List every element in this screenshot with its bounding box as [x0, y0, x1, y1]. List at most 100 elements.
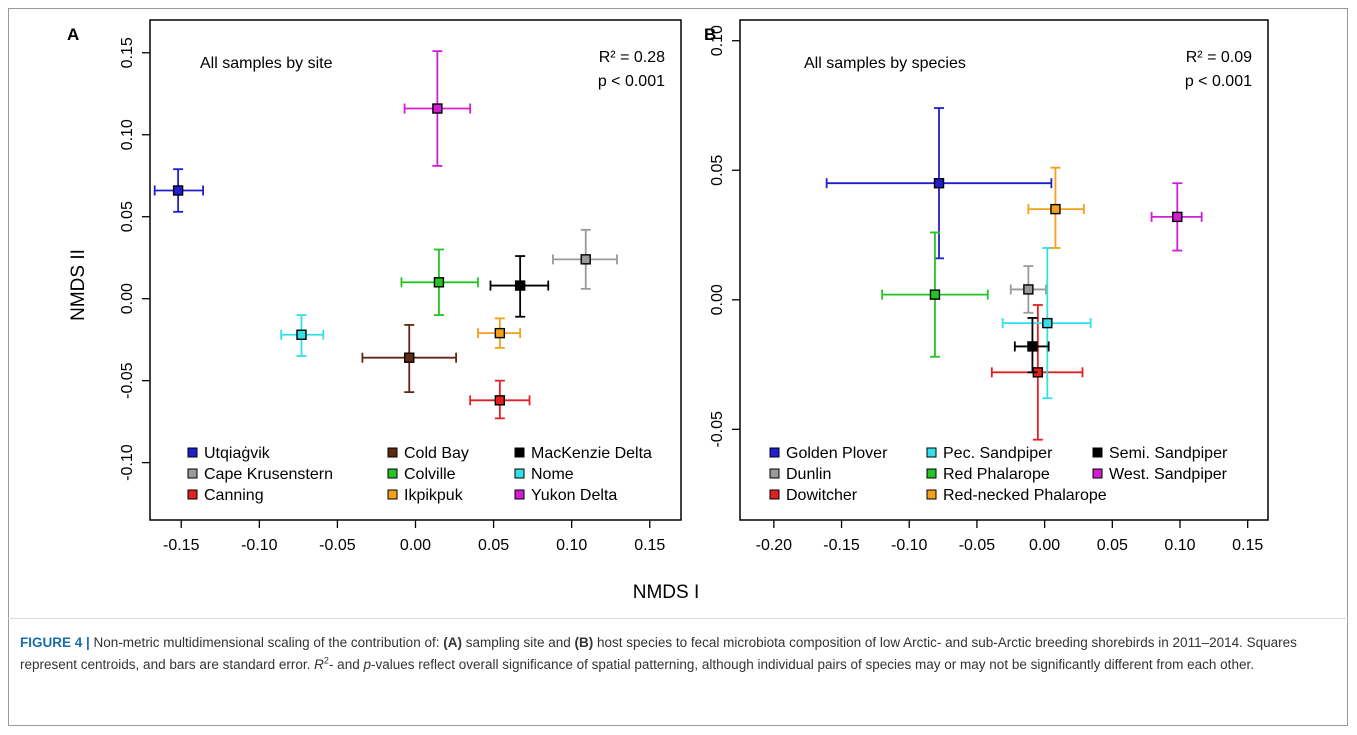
legend-swatch	[1092, 468, 1103, 479]
x-tick-label: 0.15	[1232, 537, 1263, 554]
centroid-point	[514, 280, 526, 291]
x-tick-label: 0.10	[556, 537, 587, 554]
legend-label: Utqiaġvik	[204, 445, 271, 462]
legend-label: Nome	[531, 466, 574, 483]
x-tick-label: 0.10	[1164, 537, 1195, 554]
y-tick-label: 0.05	[709, 155, 726, 186]
centroid-point	[433, 277, 445, 288]
centroid-point	[929, 289, 941, 300]
caption-text-3: host species to fecal microbiota composi…	[20, 635, 1297, 672]
legend-label: Ikpikpuk	[404, 487, 464, 504]
legend-swatch	[514, 489, 525, 500]
y-tick-label: 0.05	[119, 201, 136, 232]
centroid-point	[296, 329, 307, 340]
x-tick-label: 0.00	[1029, 537, 1060, 554]
legend-label: Yukon Delta	[531, 487, 617, 504]
caption-r-symbol: R	[314, 657, 324, 672]
panel-subtitle: All samples by species	[804, 55, 966, 72]
centroid-point	[494, 395, 506, 406]
x-tick-label: 0.15	[634, 537, 665, 554]
legend-label: Colville	[404, 466, 456, 483]
x-tick-label: -0.15	[823, 537, 860, 554]
panel-letter: A	[67, 25, 79, 44]
legend-swatch	[387, 468, 398, 479]
legend-label: West. Sandpiper	[1109, 466, 1228, 483]
legend-swatch	[926, 447, 937, 458]
legend-swatch	[514, 447, 525, 458]
legend-label: Golden Plover	[786, 445, 888, 462]
x-tick-label: -0.10	[891, 537, 928, 554]
centroid-point	[494, 327, 506, 339]
centroid-point	[1042, 317, 1053, 329]
x-tick-label: -0.05	[959, 537, 996, 554]
y-tick-label: 0.00	[709, 284, 726, 315]
centroid-point	[1023, 284, 1034, 295]
y-tick-label: -0.05	[709, 411, 726, 448]
centroid-point	[1027, 341, 1038, 352]
plot-frame	[739, 19, 1269, 521]
r-squared-label: R² = 0.28	[599, 49, 665, 66]
caption-superscript: 2	[323, 655, 329, 666]
x-tick-label: 0.05	[478, 537, 509, 554]
panel-a: A -0.15 -0.10 -0.05 0.00 0.05 0.10 0.15 -0.10 -0.…	[67, 19, 682, 554]
legend-swatch	[1092, 447, 1103, 458]
legend-swatch	[387, 447, 398, 458]
caption-panel-a-ref: (A)	[443, 635, 462, 650]
x-tick-label: -0.20	[756, 537, 793, 554]
x-tick-label: 0.05	[1097, 537, 1128, 554]
shared-y-axis-label: NMDS II	[68, 249, 89, 321]
y-tick-label: -0.05	[119, 362, 136, 399]
panel-b: B -0.20 -0.15 -0.10 -0.05 0.00 0.05 0.10 0.15 -0.…	[704, 19, 1269, 554]
legend-swatch	[514, 468, 525, 479]
caption-text-1: Non-metric multidimensional scaling of t…	[89, 635, 444, 650]
legend-label: Red Phalarope	[943, 466, 1050, 483]
legend-swatch	[926, 468, 937, 479]
r-squared-label: R² = 0.09	[1186, 49, 1252, 66]
centroid-point	[933, 178, 945, 189]
legend-label: Dunlin	[786, 466, 831, 483]
figure-label: FIGURE 4 |	[20, 635, 90, 650]
legend-swatch	[387, 489, 398, 500]
caption-text-5: -values reflect overall significance of …	[370, 657, 1254, 672]
legend-label: MacKenzie Delta	[531, 445, 652, 462]
centroid-point	[1050, 203, 1061, 215]
legend-swatch	[769, 489, 780, 500]
legend-swatch	[769, 447, 780, 458]
legend-label: Canning	[204, 487, 264, 504]
p-value-label: p < 0.001	[1185, 73, 1252, 90]
x-tick-label: 0.00	[400, 537, 431, 554]
legend-label: Pec. Sandpiper	[943, 445, 1053, 462]
y-tick-label: -0.10	[119, 444, 136, 481]
nmds-figure: A -0.15 -0.10 -0.05 0.00 0.05 0.10 0.15 -0.10 -0.…	[67, 19, 1269, 603]
caption-p-symbol: p	[363, 657, 371, 672]
panel-subtitle: All samples by site	[200, 55, 333, 72]
legend-label: Cold Bay	[404, 445, 469, 462]
y-tick-label: 0.10	[119, 119, 136, 150]
legend-label: Semi. Sandpiper	[1109, 445, 1228, 462]
legend-swatch	[187, 447, 198, 458]
caption-text-2: sampling site and	[461, 635, 575, 650]
centroid-point	[404, 352, 415, 363]
shared-x-axis-label: NMDS I	[633, 582, 700, 603]
legend-swatch	[769, 468, 780, 479]
legend-label: Red-necked Phalarope	[943, 487, 1107, 504]
p-value-label: p < 0.001	[598, 73, 665, 90]
panel-letter: B	[704, 25, 716, 44]
figure-frame	[8, 8, 1348, 726]
legend-swatch	[926, 489, 937, 500]
legend-label: Cape Krusenstern	[204, 466, 333, 483]
caption-divider	[8, 618, 1348, 619]
legend-label: Dowitcher	[786, 487, 858, 504]
y-tick-label: 0.10	[709, 25, 726, 56]
legend-swatch	[187, 468, 198, 479]
y-tick-label: 0.00	[119, 283, 136, 314]
legend-swatch	[187, 489, 198, 500]
caption-panel-b-ref: (B)	[574, 635, 594, 650]
centroid-point	[1172, 211, 1183, 223]
x-tick-label: -0.15	[163, 537, 200, 554]
centroid-point	[172, 185, 184, 196]
centroid-point	[432, 103, 443, 114]
figure-caption: FIGURE 4 | Non-metric multidimensional s…	[20, 632, 1330, 676]
caption-text-4: - and	[328, 657, 364, 672]
y-tick-label: 0.15	[119, 37, 136, 68]
